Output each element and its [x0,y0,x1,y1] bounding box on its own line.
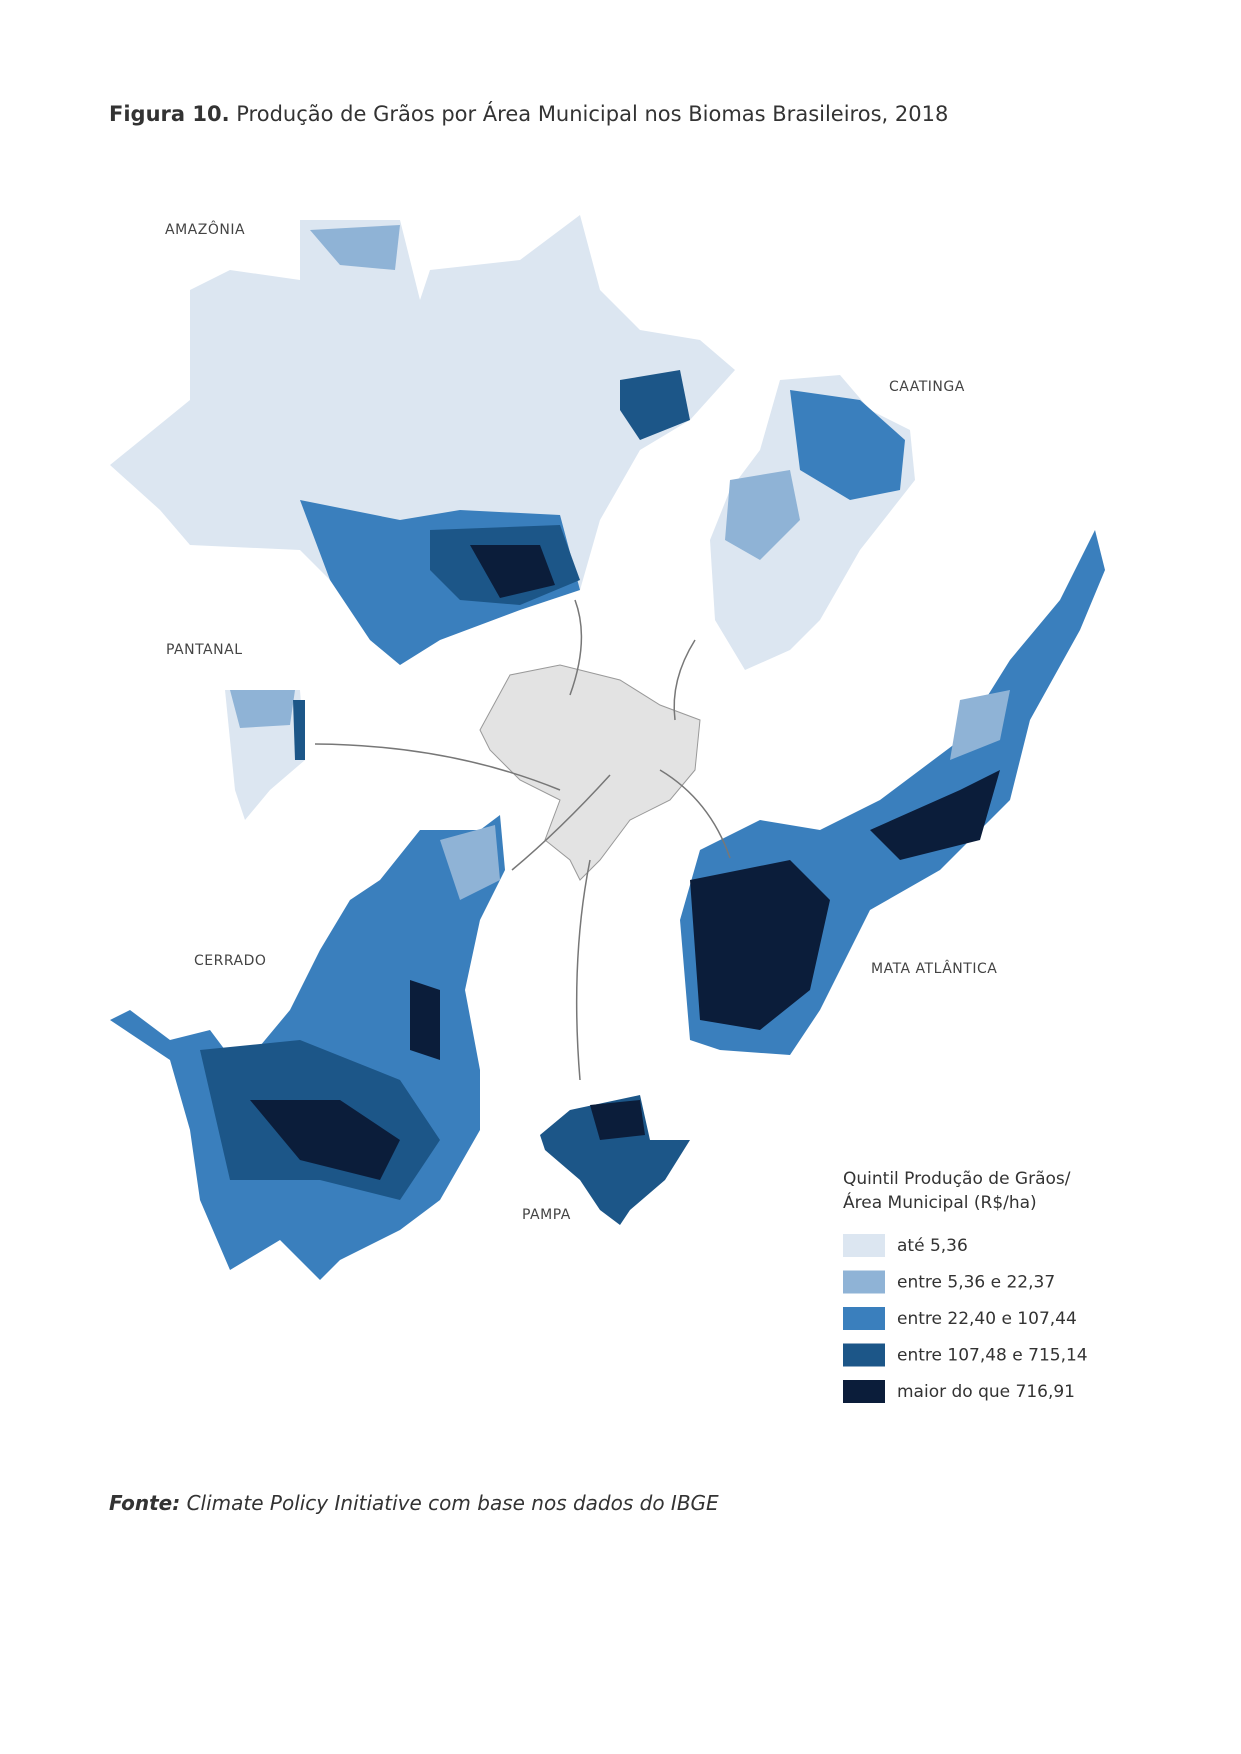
brazil-map [479,664,701,881]
figure-title-text: Produção de Grãos por Área Municipal nos… [236,101,948,126]
legend-swatch [843,1307,885,1330]
maps [110,215,1105,1280]
amazonia-patch [310,225,400,270]
biome-label: CAATINGA [889,379,965,395]
biome-label: CERRADO [194,953,266,969]
amazonia-map [110,215,735,665]
caatinga-patch [725,470,800,560]
source-text: Climate Policy Initiative com base nos d… [187,1491,719,1515]
source-prefix: Fonte: [109,1491,180,1515]
figure-title: Figura 10. Produção de Grãos por Área Mu… [109,101,948,126]
pampa-patch [590,1100,645,1140]
legend-title: Quintil Produção de Grãos/ [843,1169,1071,1189]
legend: Quintil Produção de Grãos/ Área Municipa… [843,1169,1088,1403]
biome-label: PANTANAL [166,642,243,658]
biome-label: AMAZÔNIA [165,220,245,238]
legend-swatch [843,1270,885,1294]
pantanal-patch [293,700,305,760]
cerrado-patch [440,825,500,900]
pampa-map [540,1095,690,1225]
mata-patch [950,690,1010,760]
figure-number: Figura 10. [109,102,230,126]
legend-label: até 5,36 [897,1236,968,1256]
mata-patch [690,770,1000,1030]
legend-swatch [843,1380,885,1403]
legend-label: maior do que 716,91 [897,1382,1075,1402]
amazonia-patch [620,370,690,440]
legend-label: entre 5,36 e 22,37 [897,1273,1055,1293]
legend-label: entre 107,48 e 715,14 [897,1346,1088,1366]
amazonia-patch [470,545,555,598]
caatinga-patch [790,390,905,500]
legend-title: Área Municipal (R$/ha) [843,1191,1037,1213]
legend-swatch [843,1234,885,1257]
source: Fonte: Climate Policy Initiative com bas… [109,1491,719,1515]
legend-label: entre 22,40 e 107,44 [897,1309,1077,1329]
arrows [314,599,731,1081]
cerrado-patch [250,980,440,1180]
biome-label: MATA ATLÂNTICA [871,959,997,977]
pantanal-patch [230,690,295,728]
legend-swatch [843,1343,885,1367]
biome-label: PAMPA [522,1207,571,1223]
